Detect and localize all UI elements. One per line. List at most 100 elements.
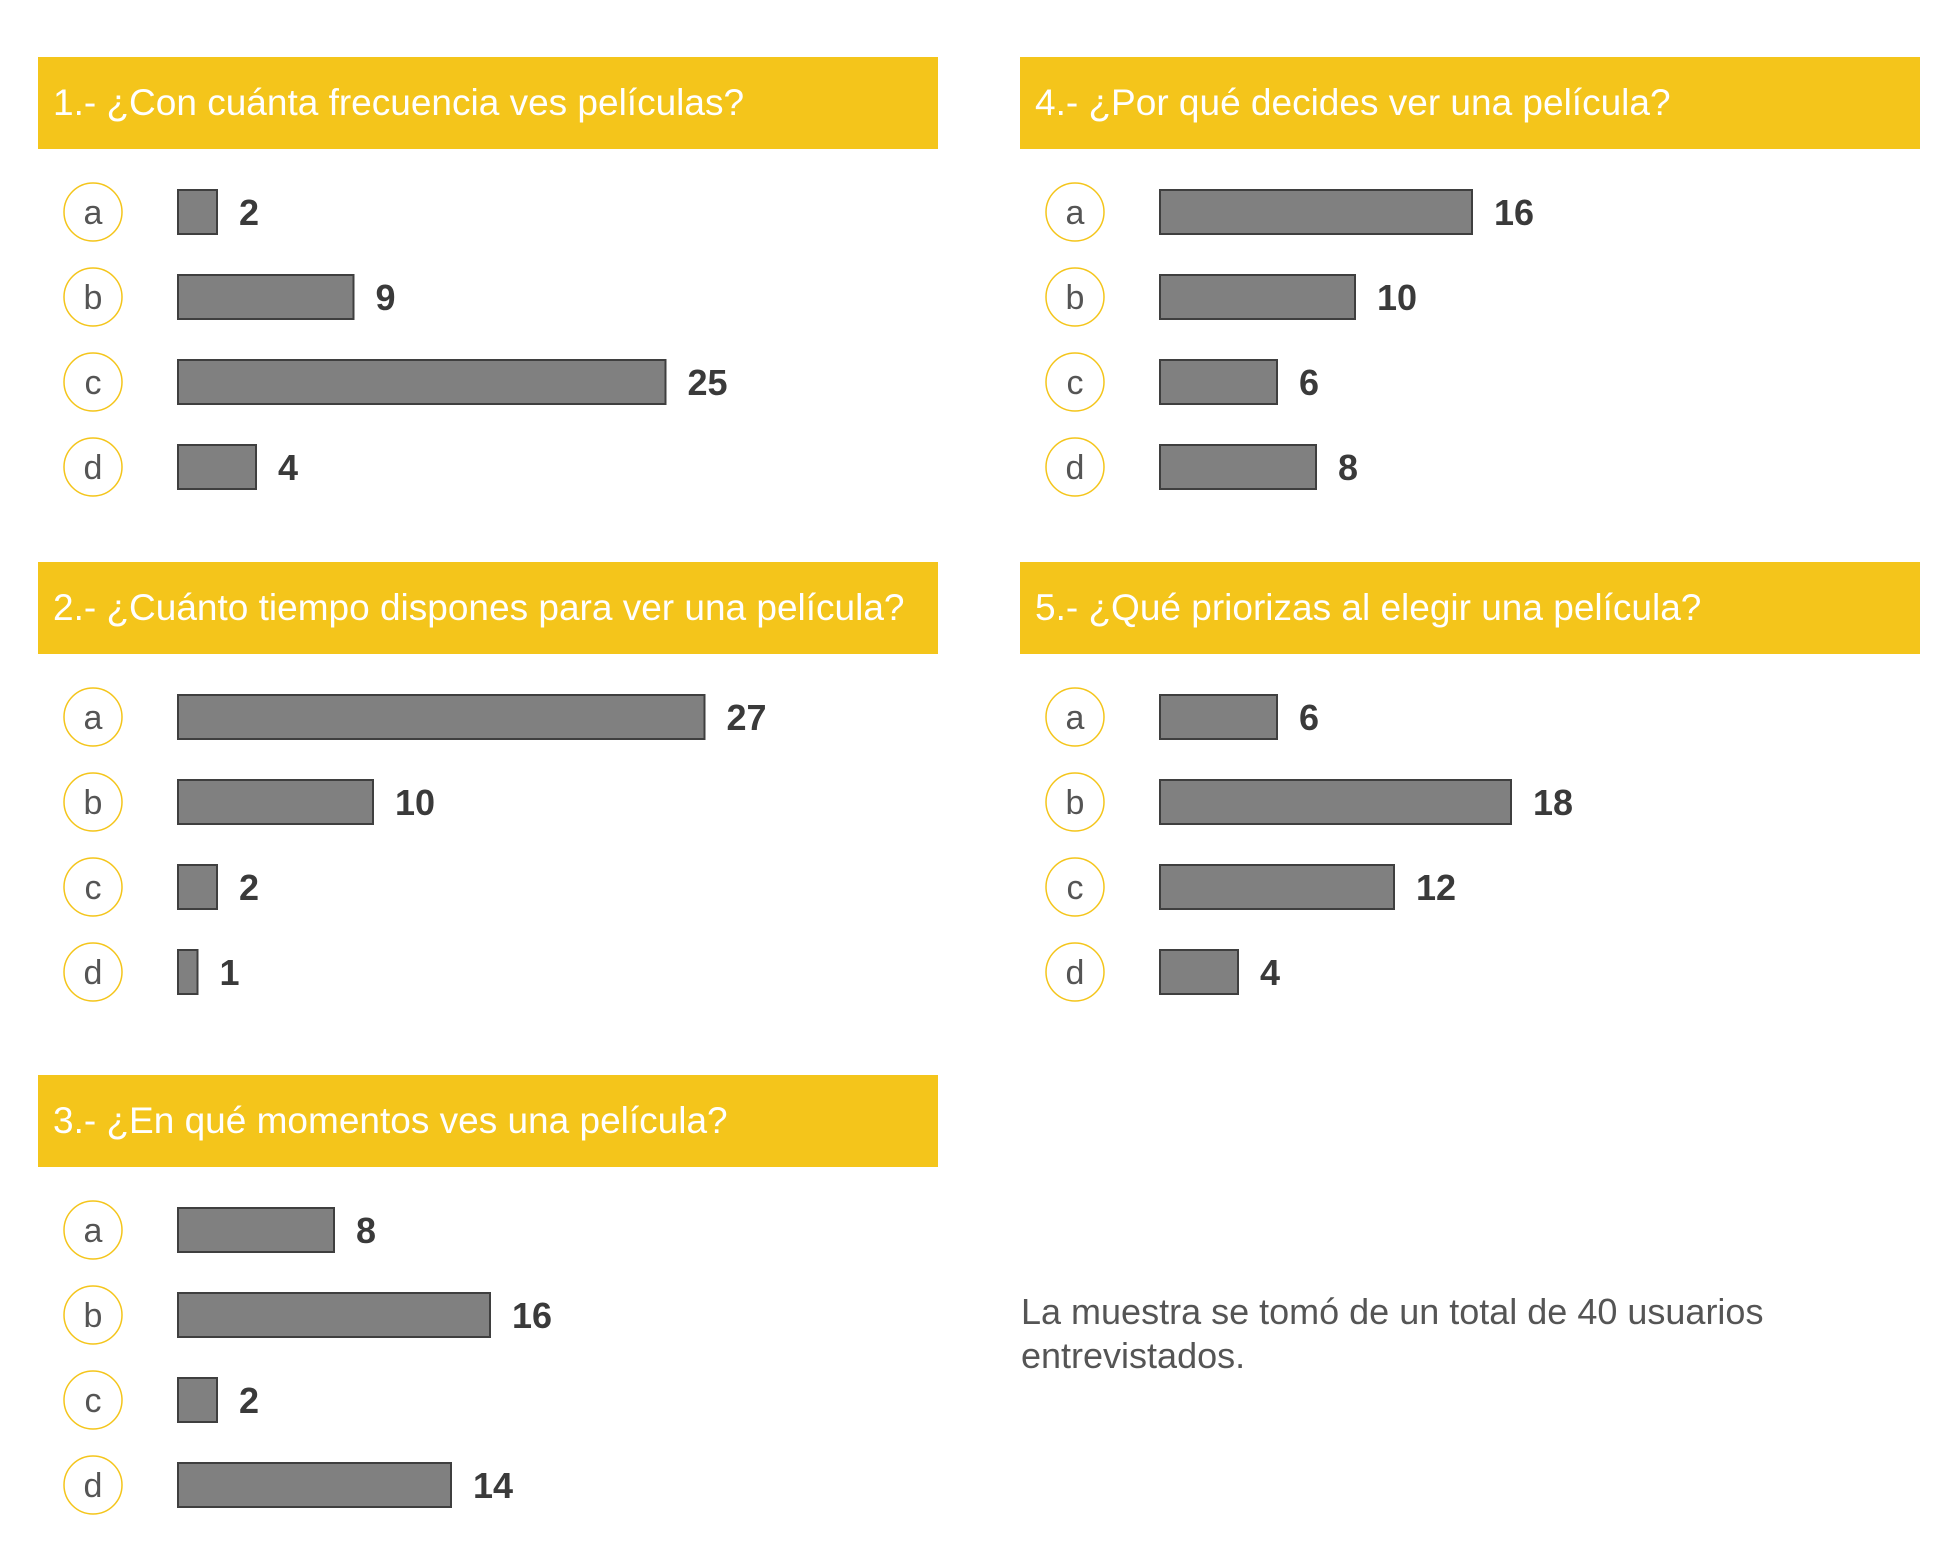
bar: [177, 1462, 452, 1508]
option-label: c: [85, 364, 102, 402]
option-label: a: [84, 1212, 103, 1250]
bar-value-label: 10: [395, 782, 435, 823]
question-panel-5: 5.- ¿Qué priorizas al elegir una películ…: [1020, 562, 1920, 1002]
option-label: c: [85, 1382, 102, 1420]
bar-value-label: 4: [1260, 952, 1280, 993]
bar-value-label: 16: [512, 1295, 552, 1336]
bar-value-label: 25: [688, 362, 728, 403]
bar-value-label: 6: [1299, 697, 1319, 738]
option-label: c: [85, 869, 102, 907]
option-circle: [63, 1455, 123, 1515]
question-title: 2.- ¿Cuánto tiempo dispones para ver una…: [38, 562, 938, 654]
option-circle: [63, 182, 123, 242]
option-label: d: [84, 449, 103, 487]
question-title: 4.- ¿Por qué decides ver una película?: [1020, 57, 1920, 149]
bar: [177, 359, 667, 405]
bar-chart: a 8b 16c 2d 14: [63, 1200, 552, 1515]
answer-row: c 12: [1045, 857, 1456, 917]
answer-row: d 14: [63, 1455, 513, 1515]
option-label: d: [84, 1467, 103, 1505]
bar-value-label: 2: [239, 1380, 259, 1421]
option-circle: [63, 687, 123, 747]
bar-value-label: 2: [239, 867, 259, 908]
option-label: d: [1066, 449, 1085, 487]
bar-value-label: 6: [1299, 362, 1319, 403]
option-label: a: [84, 194, 103, 232]
question-panel-2: 2.- ¿Cuánto tiempo dispones para ver una…: [38, 562, 938, 1002]
answer-row: b 10: [1045, 267, 1417, 327]
bar-value-label: 4: [278, 447, 298, 488]
bar-chart: a 16b 10c 6d 8: [1045, 182, 1534, 497]
option-circle: [1045, 942, 1105, 1002]
option-circle: [63, 857, 123, 917]
option-label: b: [84, 1297, 103, 1335]
bar-value-label: 16: [1494, 192, 1534, 233]
option-label: b: [1066, 279, 1085, 317]
bar-value-label: 12: [1416, 867, 1456, 908]
option-circle: [1045, 772, 1105, 832]
bar: [177, 189, 218, 235]
option-label: c: [1067, 869, 1084, 907]
answer-row: b 18: [1045, 772, 1573, 832]
option-label: a: [84, 699, 103, 737]
question-title: 1.- ¿Con cuánta frecuencia ves películas…: [38, 57, 938, 149]
bar: [177, 444, 257, 490]
option-circle: [63, 1370, 123, 1430]
option-label: d: [84, 954, 103, 992]
bar-chart: a 27b 10c 2d 1: [63, 687, 767, 1002]
option-circle: [63, 1200, 123, 1260]
option-circle: [1045, 857, 1105, 917]
option-label: d: [1066, 954, 1085, 992]
bar: [177, 1377, 218, 1423]
option-circle: [63, 437, 123, 497]
question-panel-4: 4.- ¿Por qué decides ver una película? a…: [1020, 57, 1920, 497]
question-title: 3.- ¿En qué momentos ves una película?: [38, 1075, 938, 1167]
answer-row: a 27: [63, 687, 767, 747]
bar: [1159, 189, 1473, 235]
answer-row: b 16: [63, 1285, 552, 1345]
question-panel-3: 3.- ¿En qué momentos ves una película? a…: [38, 1075, 938, 1515]
bar-value-label: 10: [1377, 277, 1417, 318]
option-circle: [63, 267, 123, 327]
option-circle: [63, 1285, 123, 1345]
option-label: c: [1067, 364, 1084, 402]
option-circle: [1045, 437, 1105, 497]
option-label: a: [1066, 699, 1085, 737]
bar: [177, 1292, 491, 1338]
bar-value-label: 9: [376, 277, 396, 318]
bar-chart: a 2b 9c 25d 4: [63, 182, 728, 497]
option-label: a: [1066, 194, 1085, 232]
bar: [177, 274, 355, 320]
option-circle: [63, 942, 123, 1002]
bar: [1159, 864, 1395, 910]
question-panel-1: 1.- ¿Con cuánta frecuencia ves películas…: [38, 57, 938, 497]
option-circle: [63, 772, 123, 832]
bar: [177, 779, 374, 825]
bar-value-label: 8: [356, 1210, 376, 1251]
bar: [1159, 779, 1512, 825]
question-title: 5.- ¿Qué priorizas al elegir una películ…: [1020, 562, 1920, 654]
bar-value-label: 8: [1338, 447, 1358, 488]
answer-row: a 16: [1045, 182, 1534, 242]
bar-value-label: 27: [727, 697, 767, 738]
bar-chart: a 6b 18c 12d 4: [1045, 687, 1573, 1002]
option-circle: [1045, 182, 1105, 242]
bar: [177, 1207, 335, 1253]
bar: [1159, 949, 1239, 995]
option-circle: [63, 352, 123, 412]
bar-value-label: 14: [473, 1465, 513, 1506]
answer-row: b 10: [63, 772, 435, 832]
option-label: b: [84, 784, 103, 822]
bar-value-label: 18: [1533, 782, 1573, 823]
answer-row: c 25: [63, 352, 728, 412]
